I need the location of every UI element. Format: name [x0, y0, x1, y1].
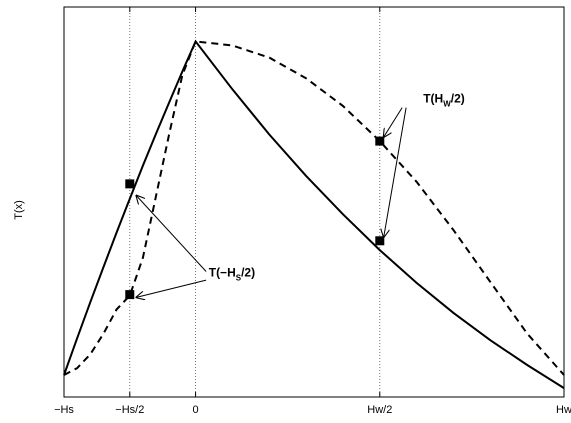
- x-tick-label-2: 0: [193, 404, 199, 416]
- x-tick-label-4: Hw: [556, 404, 571, 416]
- marker-group: [125, 136, 385, 300]
- data-marker-2: [375, 136, 385, 146]
- plot-frame: [63, 6, 565, 398]
- annotation-arrow-0-1: [384, 107, 407, 237]
- series-dashed-line: [63, 40, 565, 376]
- series-solid-line: [63, 39, 565, 389]
- data-marker-3: [375, 236, 385, 246]
- x-tick-label-3: Hw/2: [367, 404, 392, 416]
- data-marker-0: [125, 179, 135, 189]
- annotation-arrow-1-1: [136, 279, 207, 297]
- annotation-label-0: T(HW/2): [423, 91, 465, 108]
- series-group: [63, 39, 565, 389]
- reference-lines: [129, 7, 381, 397]
- data-marker-1: [125, 290, 135, 300]
- annotation-arrow-0-0: [384, 107, 403, 137]
- annotation-arrow-1-0: [136, 196, 207, 272]
- annotation-group: T(HW/2) T(−HS/2): [136, 91, 465, 297]
- x-tick-label-1: −Hs/2: [115, 404, 144, 416]
- annotation-label-1: T(−HS/2): [209, 266, 255, 283]
- x-axis: −Hs −Hs/2 0 Hw/2 Hw: [54, 7, 571, 416]
- y-axis-label: T(x): [13, 200, 25, 220]
- x-tick-label-0: −Hs: [54, 404, 74, 416]
